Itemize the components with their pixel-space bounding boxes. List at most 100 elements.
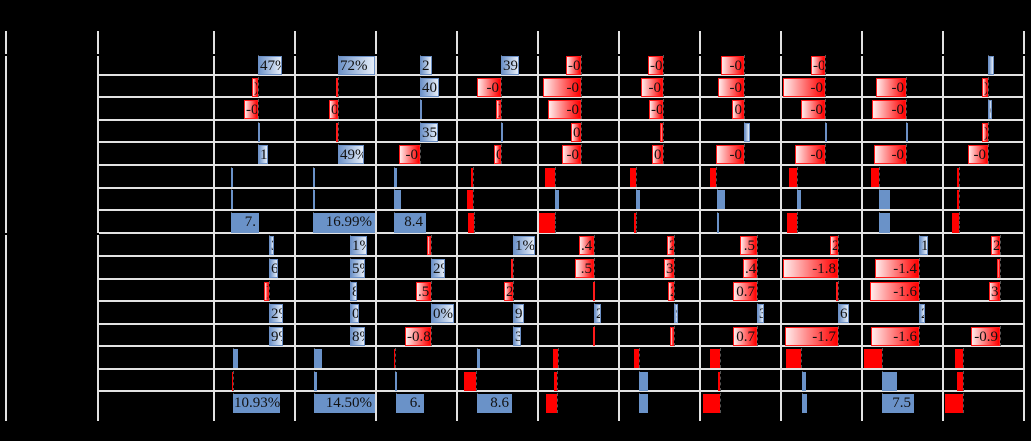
table-cell[interactable] <box>458 303 537 323</box>
table-cell[interactable] <box>620 189 699 209</box>
table-cell[interactable] <box>215 371 294 391</box>
table-cell[interactable] <box>99 122 213 142</box>
table-cell[interactable] <box>944 235 1023 255</box>
table-cell[interactable] <box>215 348 294 368</box>
table-cell[interactable] <box>296 167 375 187</box>
table-cell[interactable] <box>458 326 537 346</box>
table-cell[interactable] <box>215 55 294 75</box>
table-cell[interactable] <box>99 189 213 209</box>
table-cell[interactable] <box>215 122 294 142</box>
table-cell[interactable] <box>99 144 213 164</box>
table-cell[interactable] <box>701 212 780 233</box>
table-cell[interactable] <box>296 303 375 323</box>
table-cell[interactable] <box>701 371 780 391</box>
table-cell[interactable] <box>99 212 213 233</box>
negative-data-bar: 2 <box>667 236 674 255</box>
table-cell[interactable] <box>296 281 375 301</box>
table-cell[interactable] <box>99 55 213 75</box>
table-cell[interactable] <box>458 122 537 142</box>
table-cell[interactable] <box>620 212 699 233</box>
table-cell[interactable] <box>377 235 456 255</box>
table-cell[interactable] <box>377 55 456 75</box>
table-cell[interactable] <box>863 235 942 255</box>
table-cell[interactable] <box>296 189 375 209</box>
table-cell[interactable] <box>944 371 1023 391</box>
table-cell[interactable] <box>377 371 456 391</box>
table-cell[interactable] <box>99 371 213 391</box>
table-cell[interactable] <box>377 99 456 119</box>
positive-data-bar <box>717 190 725 209</box>
row-border <box>98 74 1025 76</box>
table-cell[interactable] <box>99 326 213 346</box>
table-cell[interactable] <box>377 77 456 97</box>
table-cell[interactable] <box>863 371 942 391</box>
table-cell[interactable] <box>377 189 456 209</box>
table-cell[interactable] <box>99 281 213 301</box>
table-cell[interactable] <box>215 258 294 278</box>
table-cell[interactable] <box>620 393 699 413</box>
table-cell[interactable] <box>944 303 1023 323</box>
table-cell[interactable] <box>944 258 1023 278</box>
table-cell[interactable] <box>863 189 942 209</box>
table-cell[interactable] <box>782 303 861 323</box>
table-cell[interactable] <box>99 235 213 255</box>
table-cell[interactable] <box>539 348 618 368</box>
table-cell[interactable] <box>539 281 618 301</box>
table-cell[interactable] <box>620 326 699 346</box>
table-cell[interactable] <box>701 258 780 278</box>
table-cell[interactable] <box>99 348 213 368</box>
positive-data-bar: 9% <box>513 304 524 323</box>
table-cell[interactable] <box>99 258 213 278</box>
table-cell[interactable] <box>620 281 699 301</box>
table-cell[interactable] <box>944 167 1023 187</box>
table-cell[interactable] <box>620 235 699 255</box>
cell-value: 2 <box>920 305 924 322</box>
table-cell[interactable] <box>620 303 699 323</box>
table-cell[interactable] <box>620 371 699 391</box>
table-cell[interactable] <box>620 258 699 278</box>
table-cell[interactable] <box>215 144 294 164</box>
table-cell[interactable] <box>539 371 618 391</box>
table-cell[interactable] <box>458 281 537 301</box>
table-cell[interactable] <box>458 55 537 75</box>
table-cell[interactable] <box>782 235 861 255</box>
table-cell[interactable] <box>782 393 861 413</box>
table-cell[interactable] <box>782 189 861 209</box>
table-cell[interactable] <box>99 167 213 187</box>
table-cell[interactable] <box>99 303 213 323</box>
table-cell[interactable] <box>944 281 1023 301</box>
table-cell[interactable] <box>863 55 942 75</box>
table-cell[interactable] <box>782 371 861 391</box>
table-cell[interactable] <box>539 189 618 209</box>
table-cell[interactable] <box>215 167 294 187</box>
table-cell[interactable] <box>99 77 213 97</box>
table-cell[interactable] <box>296 371 375 391</box>
table-cell[interactable] <box>782 122 861 142</box>
table-cell[interactable] <box>944 55 1023 75</box>
table-cell[interactable] <box>944 189 1023 209</box>
table-cell[interactable] <box>99 99 213 119</box>
table-cell[interactable] <box>377 348 456 368</box>
table-cell[interactable] <box>458 348 537 368</box>
table-cell[interactable] <box>863 303 942 323</box>
table-cell[interactable] <box>539 303 618 323</box>
table-cell[interactable] <box>620 348 699 368</box>
table-cell[interactable] <box>863 122 942 142</box>
table-cell[interactable] <box>863 212 942 233</box>
table-cell[interactable] <box>296 348 375 368</box>
table-cell[interactable] <box>377 167 456 187</box>
data-bar-axis <box>757 235 758 255</box>
table-cell[interactable] <box>539 326 618 346</box>
table-cell[interactable] <box>458 258 537 278</box>
table-cell[interactable] <box>701 122 780 142</box>
table-cell[interactable] <box>215 281 294 301</box>
table-cell[interactable] <box>701 303 780 323</box>
table-cell[interactable] <box>944 99 1023 119</box>
table-cell[interactable] <box>215 189 294 209</box>
table-cell[interactable] <box>215 235 294 255</box>
table-cell[interactable] <box>782 281 861 301</box>
table-cell[interactable] <box>99 393 213 413</box>
table-cell[interactable] <box>377 122 456 142</box>
table-cell[interactable] <box>701 189 780 209</box>
table-cell[interactable] <box>458 167 537 187</box>
